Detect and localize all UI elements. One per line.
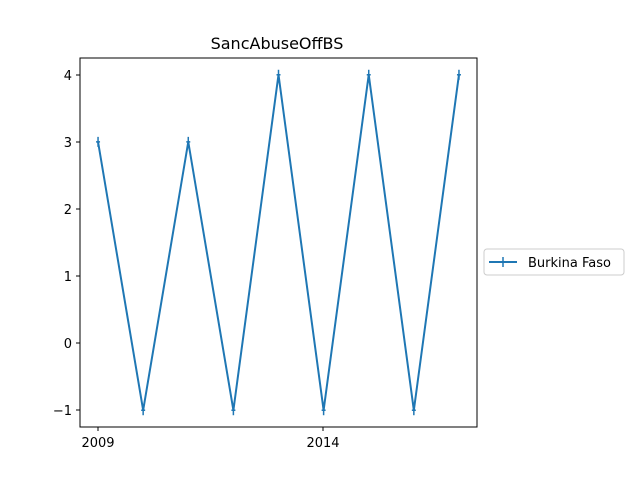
x-tick-label: 2009	[81, 436, 114, 451]
y-tick-label: 1	[64, 270, 72, 285]
chart-title: SancAbuseOffBS	[211, 34, 344, 53]
y-tick-label: −1	[53, 404, 72, 419]
y-tick-label: 0	[64, 337, 72, 352]
y-tick-label: 4	[64, 69, 72, 84]
y-tick-label: 3	[64, 136, 72, 151]
data-point	[366, 69, 371, 80]
data-point	[411, 405, 416, 416]
x-axis-ticks: 2009 2014	[81, 427, 340, 451]
data-point	[321, 405, 326, 416]
data-point	[96, 136, 101, 147]
x-tick-label: 2014	[306, 436, 339, 451]
legend: Burkina Faso	[483, 248, 625, 276]
legend-box	[483, 248, 625, 276]
data-point	[231, 405, 236, 416]
data-point	[186, 136, 191, 147]
y-tick-label: 2	[64, 203, 72, 218]
series-layer	[96, 69, 461, 416]
series-line	[97, 73, 460, 412]
data-point	[456, 69, 461, 80]
legend-label: Burkina Faso	[528, 256, 611, 271]
plot-frame	[79, 57, 478, 428]
data-point	[141, 405, 146, 416]
y-axis-ticks: 4 3 2 1 0 −1	[53, 69, 80, 419]
data-point	[276, 69, 281, 80]
